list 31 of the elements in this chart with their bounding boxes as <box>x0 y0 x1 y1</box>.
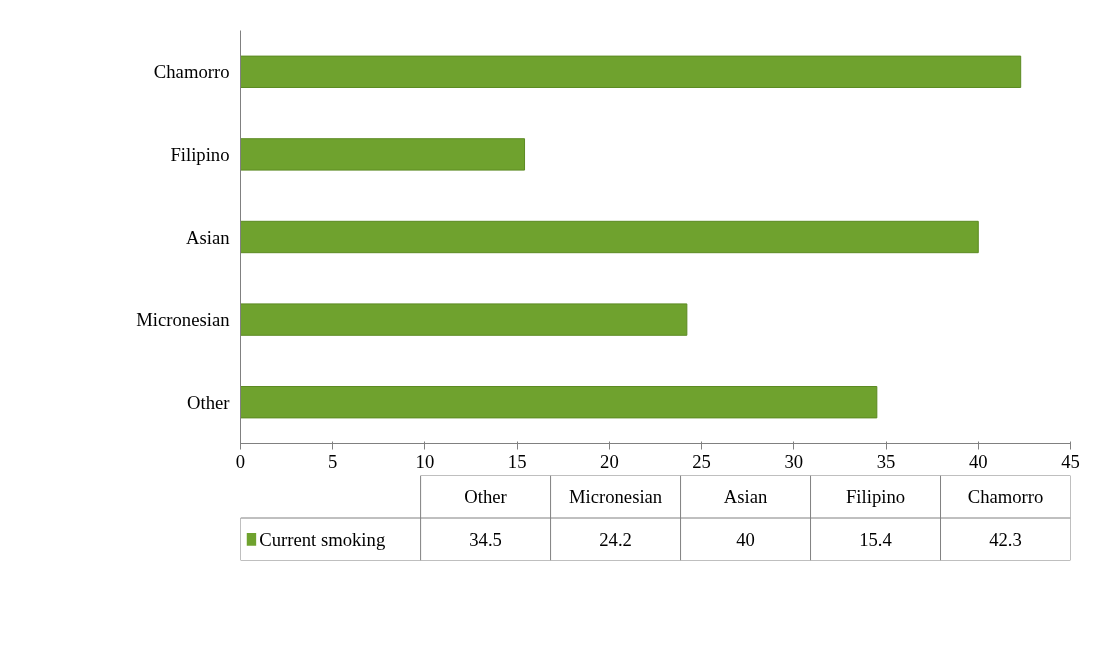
x-tick-label: 0 <box>235 450 246 472</box>
category-label: Asian <box>723 486 768 508</box>
data-label: 34.5 <box>469 528 502 550</box>
data-label: 15.4 <box>859 528 893 550</box>
bar <box>240 220 979 254</box>
x-tick-label: 20 <box>600 450 619 472</box>
bar <box>240 303 688 336</box>
bar <box>240 386 878 419</box>
x-tick-label: 25 <box>692 450 711 472</box>
y-tick-label: Chamorro <box>153 61 230 83</box>
category-label: Filipino <box>845 486 906 508</box>
x-tick-label: 45 <box>1061 450 1080 472</box>
bar <box>240 138 526 171</box>
x-tick-label: 30 <box>784 450 804 472</box>
x-tick-label: 35 <box>876 450 896 472</box>
x-tick-label: 10 <box>415 450 435 472</box>
x-tick-label: 40 <box>968 450 988 472</box>
bar <box>240 55 1022 88</box>
category-label: Chamorro <box>967 486 1044 508</box>
x-tick-label: 5 <box>328 450 338 472</box>
category-label: Micronesian <box>568 486 663 508</box>
y-tick-label: Asian <box>185 226 231 248</box>
y-tick-label: Other <box>187 391 231 413</box>
category-label: Other <box>464 486 508 508</box>
data-label: 40 <box>736 528 755 550</box>
x-tick-label: 15 <box>507 450 527 472</box>
data-label: 42.3 <box>989 528 1022 550</box>
y-tick-label: Filipino <box>170 143 230 165</box>
legend-label: Current smoking <box>259 528 386 550</box>
y-tick-label: Micronesian <box>136 309 231 331</box>
data-label: 24.2 <box>599 528 632 550</box>
